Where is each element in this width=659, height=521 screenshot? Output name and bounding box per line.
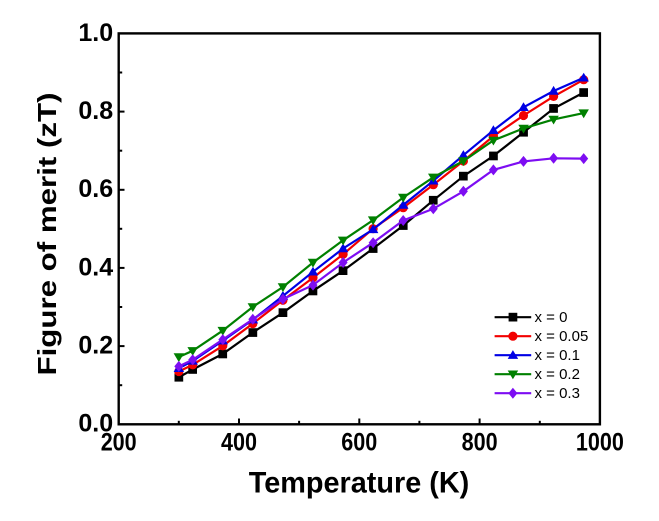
svg-text:Temperature (K): Temperature (K) [249, 466, 470, 499]
svg-text:x = 0.1: x = 0.1 [535, 347, 580, 364]
svg-text:0.8: 0.8 [78, 97, 113, 125]
svg-text:400: 400 [221, 429, 257, 457]
svg-text:x = 0.05: x = 0.05 [535, 328, 589, 345]
svg-text:0.6: 0.6 [78, 175, 113, 203]
svg-text:200: 200 [101, 429, 137, 457]
svg-text:1000: 1000 [576, 429, 624, 457]
svg-text:1.0: 1.0 [78, 19, 113, 47]
svg-text:Figure of merit (zT): Figure of merit (zT) [32, 93, 62, 376]
svg-text:x = 0: x = 0 [535, 309, 568, 326]
svg-text:0.2: 0.2 [78, 332, 113, 360]
svg-text:800: 800 [462, 429, 498, 457]
svg-text:0.4: 0.4 [78, 253, 113, 281]
svg-text:x = 0.3: x = 0.3 [535, 385, 580, 402]
svg-text:x = 0.2: x = 0.2 [535, 366, 580, 383]
svg-text:600: 600 [341, 429, 377, 457]
svg-text:0.0: 0.0 [78, 410, 113, 438]
